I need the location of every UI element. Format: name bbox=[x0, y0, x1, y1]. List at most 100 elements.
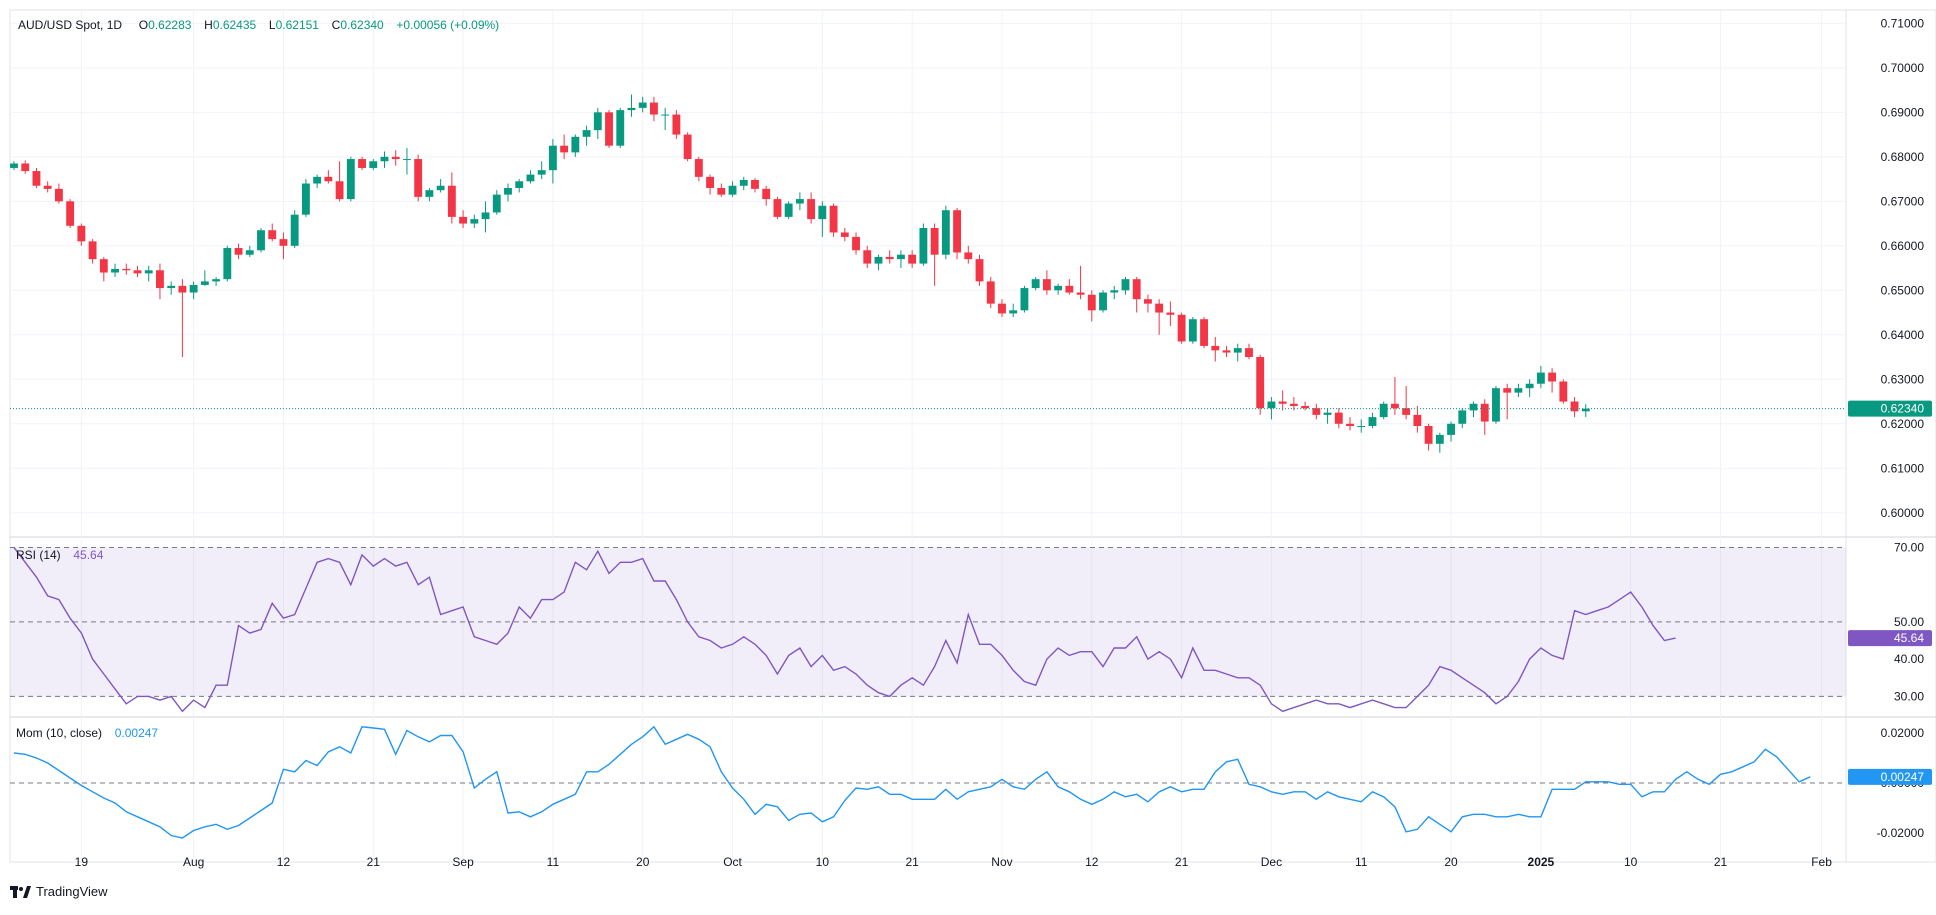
candle-body bbox=[1188, 319, 1197, 342]
rsi-header: RSI (14) 45.64 bbox=[16, 548, 103, 562]
x-tick-label: 10 bbox=[816, 855, 830, 869]
price-tick-label: 0.62000 bbox=[1881, 417, 1925, 431]
candle-body bbox=[436, 185, 445, 191]
candle-body bbox=[717, 187, 726, 195]
candle-body bbox=[1009, 310, 1018, 314]
candle-body bbox=[975, 259, 984, 282]
candle-body bbox=[773, 199, 782, 217]
candle-body bbox=[1368, 417, 1377, 426]
candle-body bbox=[1424, 425, 1433, 444]
x-tick-label: 2025 bbox=[1528, 855, 1555, 869]
candle-body bbox=[593, 112, 602, 131]
candle-body bbox=[1548, 372, 1557, 382]
candle-body bbox=[840, 232, 849, 237]
candle-body bbox=[1570, 401, 1579, 412]
candle-body bbox=[1413, 414, 1422, 426]
x-tick-label: 12 bbox=[1085, 855, 1099, 869]
candle-body bbox=[818, 205, 827, 220]
candle-body bbox=[1245, 348, 1253, 358]
candle-body bbox=[245, 250, 254, 255]
candle-body bbox=[212, 279, 221, 282]
candle-body bbox=[537, 170, 546, 175]
candle-body bbox=[1099, 292, 1107, 311]
rsi-pane bbox=[10, 546, 1846, 713]
candle-body bbox=[694, 159, 703, 177]
rsi-tick-label: 40.00 bbox=[1894, 652, 1924, 666]
candle-body bbox=[1132, 279, 1141, 300]
candle-body bbox=[930, 228, 939, 255]
candle-body bbox=[1581, 408, 1590, 412]
candle-body bbox=[672, 114, 681, 135]
candle-body bbox=[1525, 383, 1534, 389]
price-tick-label: 0.66000 bbox=[1881, 239, 1925, 253]
candle-body bbox=[1492, 388, 1500, 422]
candle-body bbox=[515, 181, 524, 188]
candle-body bbox=[863, 250, 872, 264]
mom-label[interactable]: Mom (10, close) bbox=[16, 726, 103, 740]
candle-body bbox=[1256, 357, 1265, 409]
candle-body bbox=[167, 285, 176, 289]
candle-body bbox=[99, 259, 108, 273]
candle-body bbox=[1480, 403, 1489, 422]
candle-body bbox=[560, 145, 569, 153]
candle-body bbox=[234, 248, 243, 255]
candle-body bbox=[425, 190, 434, 197]
candle-body bbox=[1346, 423, 1354, 426]
tradingview-logo[interactable]: TradingView bbox=[10, 884, 108, 899]
candle-body bbox=[548, 145, 557, 171]
price-tick-label: 0.65000 bbox=[1881, 283, 1925, 297]
symbol-title[interactable]: AUD/USD Spot, 1D bbox=[18, 18, 123, 32]
candle-body bbox=[582, 130, 591, 137]
candle-body bbox=[1110, 290, 1119, 293]
candle-body bbox=[1390, 403, 1399, 409]
candle-body bbox=[313, 176, 322, 184]
candle-body bbox=[1278, 401, 1287, 404]
price-tick-label: 0.70000 bbox=[1881, 61, 1925, 75]
price-tick-label: 0.60000 bbox=[1881, 506, 1925, 520]
candle-body bbox=[1379, 403, 1388, 418]
candle-body bbox=[1143, 299, 1152, 304]
candle-body bbox=[346, 159, 355, 200]
candle-body bbox=[301, 183, 310, 215]
candle-body bbox=[1031, 279, 1040, 289]
candle-body bbox=[470, 219, 479, 224]
price-tick-label: 0.71000 bbox=[1881, 16, 1925, 30]
mom-header-value: 0.00247 bbox=[114, 726, 159, 740]
candle-body bbox=[459, 216, 468, 224]
rsi-label[interactable]: RSI (14) bbox=[16, 548, 61, 562]
chart-frame bbox=[9, 9, 1936, 863]
low-label: L bbox=[268, 18, 276, 32]
candle-body bbox=[571, 136, 580, 153]
candle-body bbox=[223, 248, 232, 280]
price-tick-label: 0.69000 bbox=[1881, 105, 1925, 119]
x-tick-label: 21 bbox=[905, 855, 919, 869]
open-value: 0.62283 bbox=[148, 18, 192, 32]
x-tick-label: Sep bbox=[452, 855, 474, 869]
candle-body bbox=[874, 256, 883, 264]
candle-body bbox=[1536, 372, 1545, 384]
candle-body bbox=[1087, 294, 1096, 311]
momentum-tick-label: 0.02000 bbox=[1881, 726, 1925, 740]
candle-body bbox=[1222, 350, 1231, 353]
candle-body bbox=[1042, 279, 1051, 291]
candle-body bbox=[807, 199, 816, 220]
x-tick-label: Aug bbox=[183, 855, 204, 869]
candle-body bbox=[66, 201, 75, 226]
candle-body bbox=[897, 254, 905, 260]
candle-body bbox=[21, 163, 30, 172]
low-value: 0.62151 bbox=[275, 18, 319, 32]
mom-header: Mom (10, close) 0.00247 bbox=[16, 726, 158, 740]
price-tick-label: 0.68000 bbox=[1881, 150, 1925, 164]
candle-body bbox=[54, 188, 63, 202]
candle-body bbox=[739, 179, 748, 186]
candle-body bbox=[358, 159, 366, 168]
price-pane bbox=[10, 94, 1846, 453]
candle-body bbox=[616, 110, 625, 146]
candle-body bbox=[200, 281, 209, 285]
candle-body bbox=[526, 174, 535, 182]
candle-body bbox=[1177, 314, 1186, 342]
high-label: H bbox=[204, 18, 213, 32]
candle-body bbox=[1312, 408, 1321, 415]
rsi-value-badge bbox=[1848, 630, 1932, 647]
